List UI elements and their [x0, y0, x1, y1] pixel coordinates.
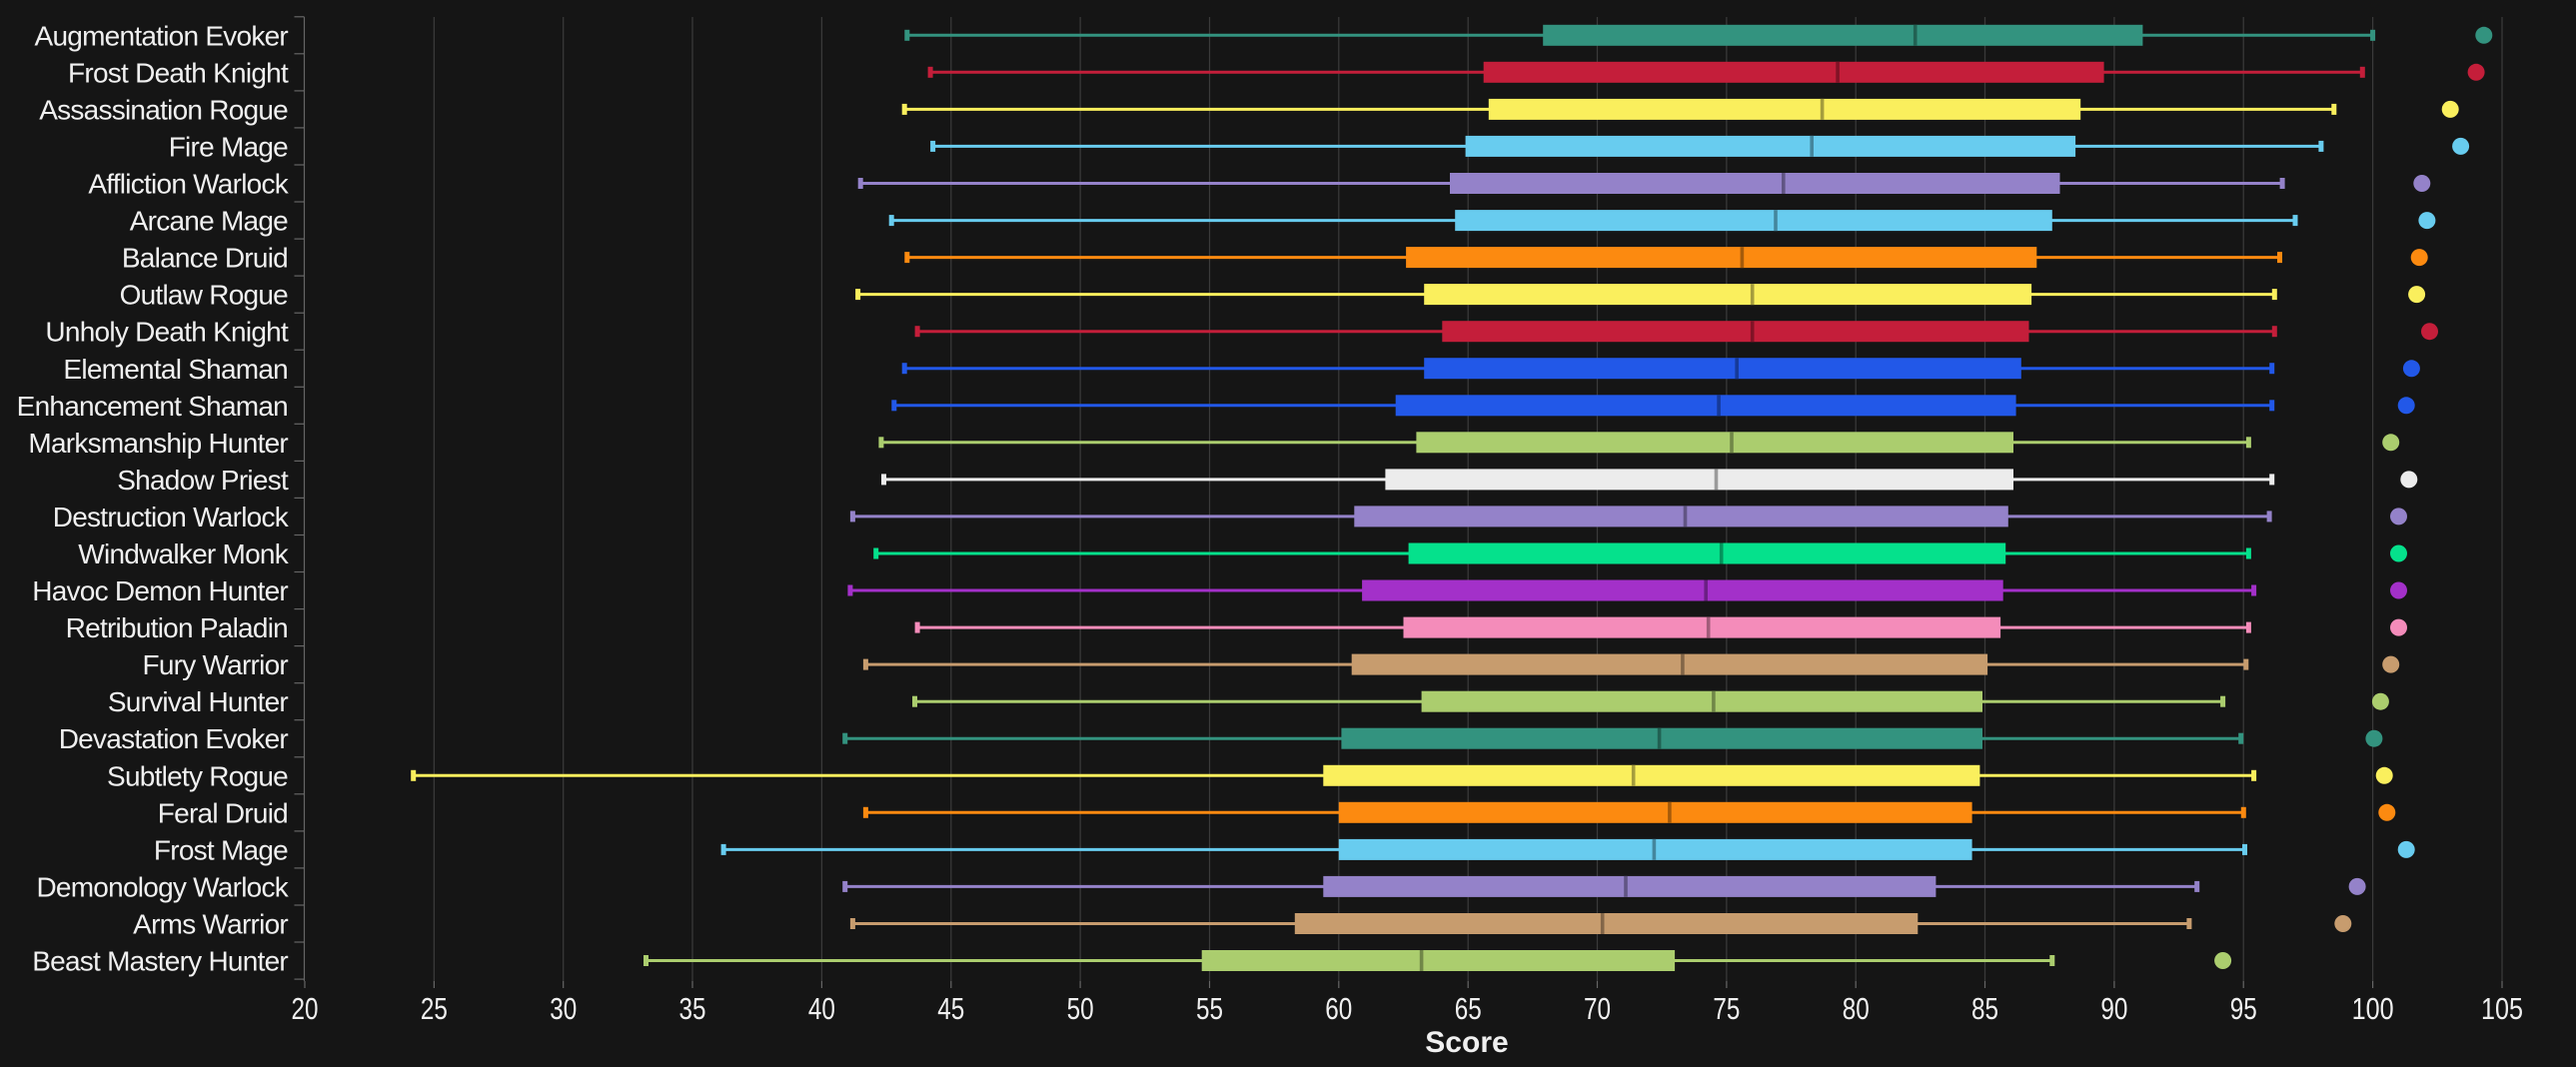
svg-text:35: 35: [679, 991, 706, 1026]
svg-text:60: 60: [1325, 991, 1352, 1026]
svg-text:Arms Warrior: Arms Warrior: [133, 909, 288, 940]
svg-text:30: 30: [550, 991, 577, 1026]
svg-text:95: 95: [2230, 991, 2257, 1026]
svg-text:Marksmanship Hunter: Marksmanship Hunter: [28, 428, 288, 459]
svg-text:Fury Warrior: Fury Warrior: [142, 649, 288, 680]
svg-text:Balance Druid: Balance Druid: [122, 243, 288, 274]
svg-text:80: 80: [1843, 991, 1870, 1026]
svg-text:Shadow Priest: Shadow Priest: [117, 465, 289, 496]
svg-text:90: 90: [2100, 991, 2127, 1026]
svg-text:Devastation Evoker: Devastation Evoker: [59, 723, 289, 754]
svg-text:Frost Death Knight: Frost Death Knight: [68, 57, 289, 88]
svg-text:Assassination Rogue: Assassination Rogue: [39, 94, 288, 125]
svg-text:Score: Score: [1425, 1026, 1508, 1059]
svg-text:Arcane Mage: Arcane Mage: [130, 206, 288, 237]
svg-text:75: 75: [1713, 991, 1740, 1026]
svg-text:105: 105: [2481, 991, 2523, 1026]
svg-text:Survival Hunter: Survival Hunter: [108, 686, 289, 717]
svg-text:100: 100: [2352, 991, 2394, 1026]
svg-text:45: 45: [937, 991, 964, 1026]
svg-text:Enhancement Shaman: Enhancement Shaman: [17, 391, 288, 422]
svg-text:Subtlety Rogue: Subtlety Rogue: [107, 760, 288, 791]
svg-text:20: 20: [292, 991, 319, 1026]
svg-text:Augmentation Evoker: Augmentation Evoker: [35, 20, 289, 51]
svg-text:25: 25: [421, 991, 448, 1026]
svg-text:Fire Mage: Fire Mage: [169, 131, 288, 162]
svg-text:70: 70: [1584, 991, 1611, 1026]
svg-text:Feral Druid: Feral Druid: [158, 797, 288, 828]
svg-text:Windwalker Monk: Windwalker Monk: [78, 538, 289, 569]
svg-text:Elemental Shaman: Elemental Shaman: [63, 354, 288, 385]
svg-text:55: 55: [1196, 991, 1223, 1026]
svg-text:65: 65: [1455, 991, 1482, 1026]
svg-text:Retribution Paladin: Retribution Paladin: [66, 612, 288, 643]
svg-text:Destruction Warlock: Destruction Warlock: [53, 502, 290, 533]
svg-text:Havoc Demon Hunter: Havoc Demon Hunter: [32, 575, 288, 606]
svg-text:Frost Mage: Frost Mage: [154, 834, 288, 865]
svg-text:Outlaw Rogue: Outlaw Rogue: [120, 280, 289, 311]
svg-text:Demonology Warlock: Demonology Warlock: [36, 871, 289, 902]
svg-text:50: 50: [1067, 991, 1094, 1026]
svg-text:40: 40: [808, 991, 835, 1026]
svg-text:Affliction Warlock: Affliction Warlock: [88, 169, 289, 200]
svg-text:85: 85: [1971, 991, 1998, 1026]
svg-text:Unholy Death Knight: Unholy Death Knight: [45, 317, 289, 348]
svg-text:Beast Mastery Hunter: Beast Mastery Hunter: [32, 946, 288, 977]
